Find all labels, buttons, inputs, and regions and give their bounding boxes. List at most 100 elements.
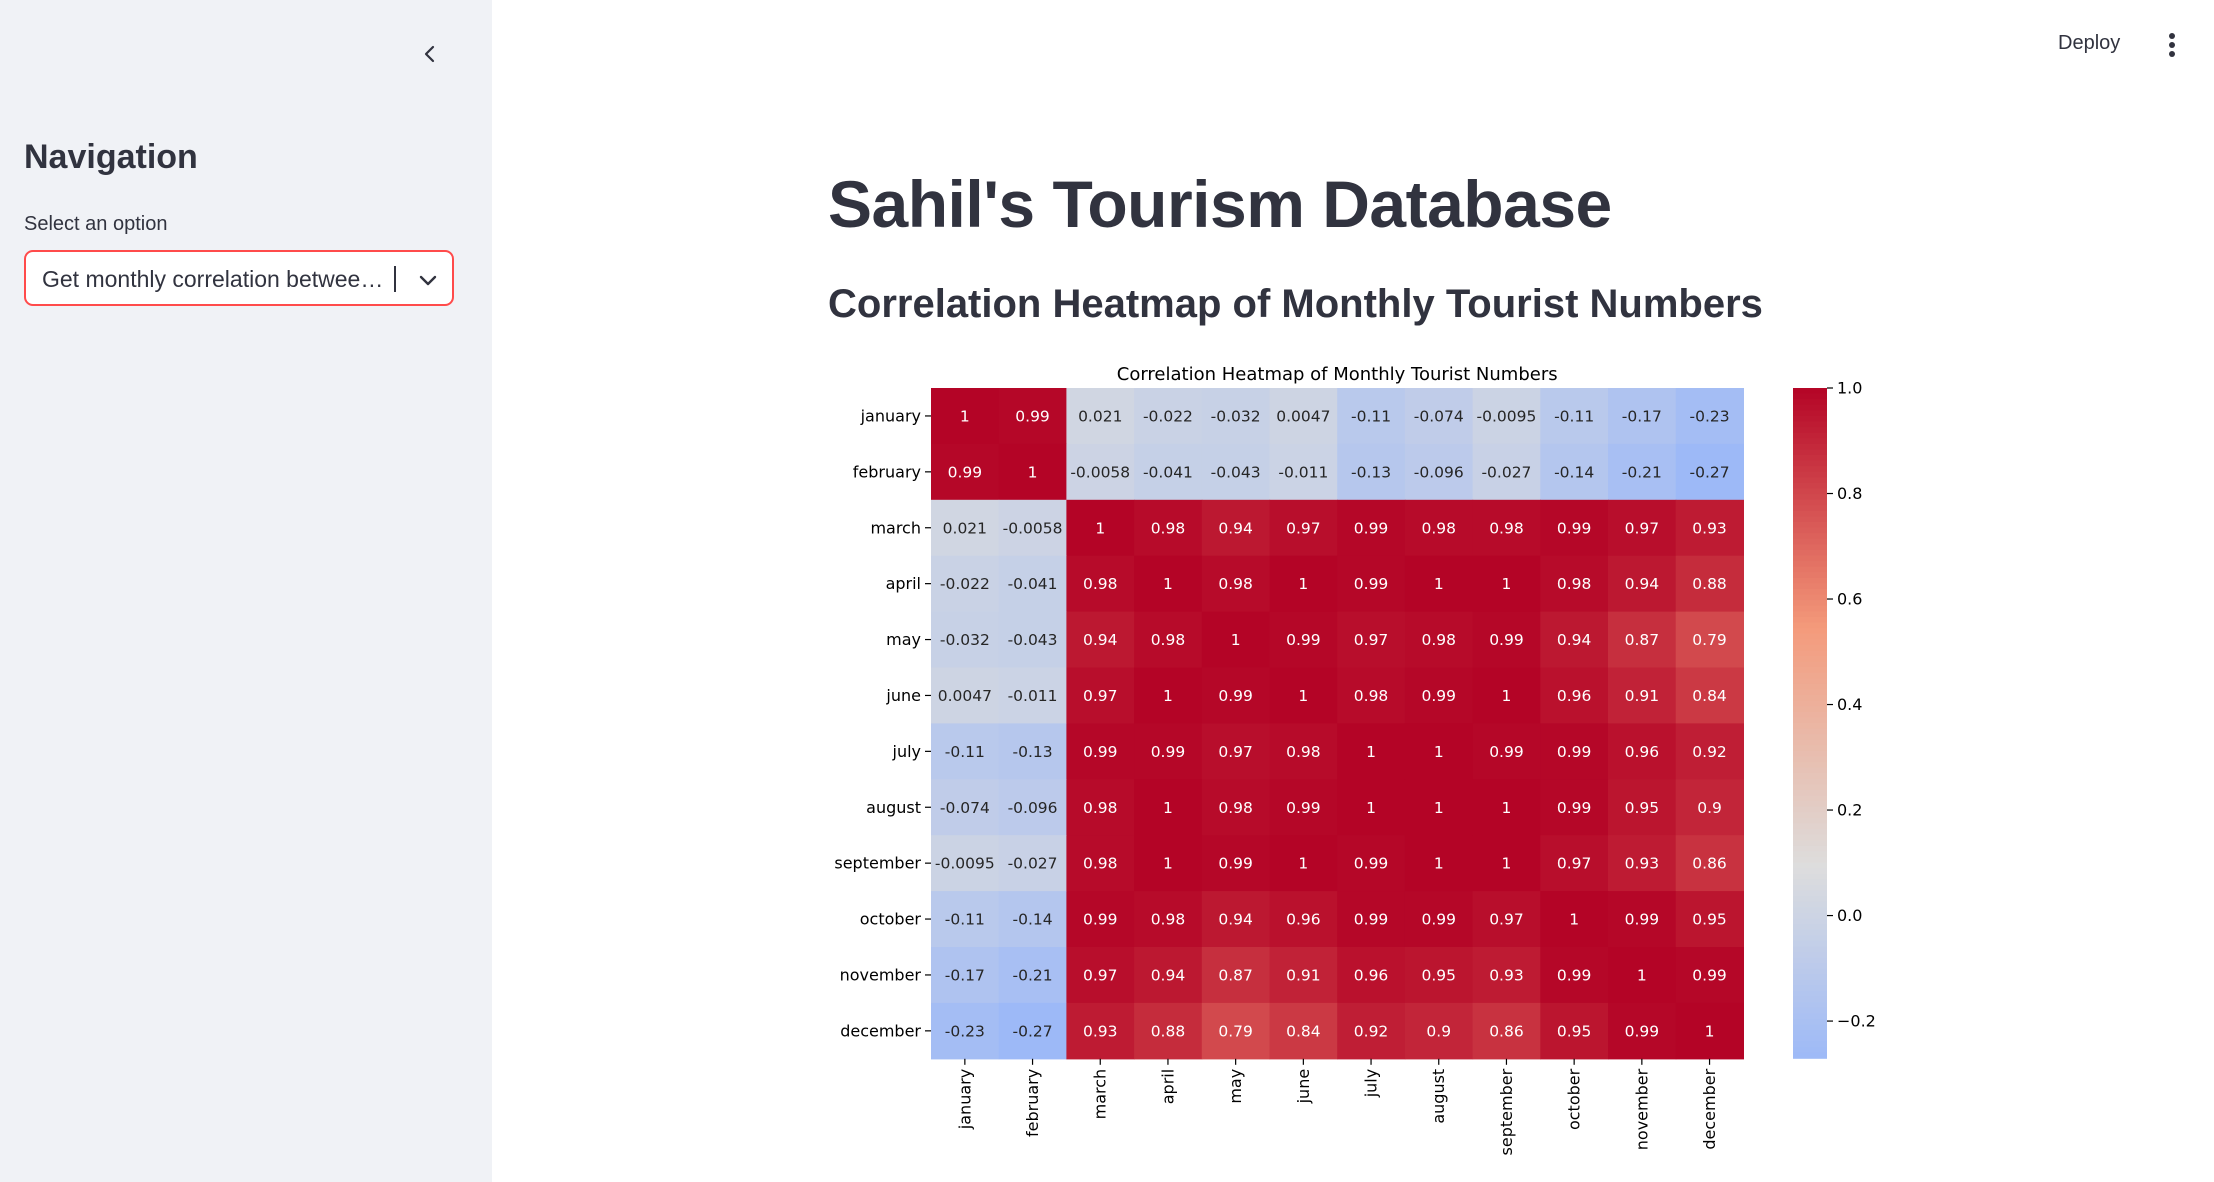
colorbar-segment — [1793, 628, 1827, 635]
heatmap-cell — [1608, 947, 1677, 1004]
heatmap-cell — [1066, 891, 1135, 948]
page-title: Sahil's Tourism Database — [828, 167, 1612, 241]
colorbar-segment — [1793, 829, 1827, 836]
heatmap-cell-label: -0.0095 — [935, 855, 995, 873]
heatmap-cell-label: 1 — [1298, 575, 1308, 593]
heatmap-cell — [1134, 947, 1203, 1004]
heatmap-cell — [1540, 835, 1609, 892]
heatmap-cell — [1066, 723, 1135, 780]
heatmap-cell-label: 0.94 — [1151, 966, 1186, 984]
colorbar-segment — [1793, 801, 1827, 808]
colorbar-segment — [1793, 896, 1827, 903]
heatmap-cell — [1404, 611, 1474, 669]
heatmap-cell-label: -0.011 — [1278, 463, 1328, 481]
heatmap-cell-label: -0.27 — [1012, 1022, 1052, 1040]
colorbar-segment — [1793, 388, 1827, 395]
heatmap-cell-label: 0.99 — [1218, 687, 1253, 705]
colorbar-segment — [1793, 806, 1827, 814]
heatmap-cell-label: 0.99 — [1151, 743, 1186, 761]
heatmap-cell-label: 0.97 — [1218, 743, 1253, 761]
heatmap-cell-label: 0.79 — [1692, 631, 1727, 649]
colorbar-segment — [1793, 918, 1827, 925]
heatmap-cell — [1201, 611, 1271, 669]
heatmap-cell-label: 1 — [1434, 743, 1444, 761]
heatmap-cell — [1675, 443, 1744, 501]
heatmap-cell — [1608, 1002, 1677, 1060]
colorbar-segment — [1793, 622, 1827, 629]
heatmap-cell-label: -0.096 — [1414, 463, 1464, 481]
heatmap-cell — [1134, 835, 1203, 892]
heatmap-cell — [1472, 723, 1541, 780]
colorbar-segment — [1793, 661, 1827, 668]
colorbar-segment — [1793, 538, 1827, 546]
heatmap-cell-label: 0.96 — [1557, 687, 1592, 705]
colorbar-segment — [1793, 555, 1827, 562]
colorbar-segment — [1793, 884, 1827, 892]
heatmap-cell — [998, 779, 1067, 836]
colorbar-segment — [1793, 1024, 1827, 1031]
option-select[interactable]: Get monthly correlation between tourist … — [24, 250, 454, 306]
heatmap-cell-label: 1 — [1434, 799, 1444, 817]
heatmap-cell — [1675, 388, 1744, 445]
deploy-button[interactable]: Deploy — [2058, 32, 2121, 54]
colorbar-segment — [1793, 879, 1827, 886]
heatmap-cell-label: 1 — [1705, 1022, 1715, 1040]
y-tick-label: january — [860, 406, 921, 425]
heatmap-cell — [1404, 388, 1474, 445]
heatmap-cell — [931, 388, 1000, 445]
heatmap-cell-label: 0.99 — [1015, 407, 1050, 425]
colorbar-segment — [1793, 912, 1827, 920]
heatmap-cell-label: 0.99 — [1354, 855, 1389, 873]
colorbar-segment — [1793, 739, 1827, 747]
heatmap-cell — [1675, 611, 1744, 669]
heatmap-cell-label: -0.14 — [1554, 463, 1594, 481]
colorbar-segment — [1793, 700, 1827, 708]
heatmap-cell — [1269, 555, 1338, 613]
heatmap-cell-label: -0.0095 — [1477, 407, 1537, 425]
colorbar-segment — [1793, 929, 1827, 936]
heatmap-cell — [1201, 835, 1271, 892]
y-tick-label: december — [840, 1021, 921, 1040]
heatmap-cell-label: 1 — [1502, 687, 1512, 705]
heatmap-cell-label: -0.0058 — [1003, 519, 1063, 537]
colorbar-segment — [1793, 778, 1827, 786]
heatmap-cell-label: -0.041 — [1143, 463, 1193, 481]
heatmap-cell-label: 0.99 — [1557, 743, 1592, 761]
heatmap-cell-label: 0.99 — [1354, 911, 1389, 929]
heatmap-cell — [998, 611, 1067, 669]
heatmap-cell — [1472, 611, 1541, 669]
heatmap-cell-label: 1 — [1434, 855, 1444, 873]
heatmap-cell — [1201, 443, 1271, 501]
colorbar-segment — [1793, 639, 1827, 646]
heatmap-cell-label: 0.91 — [1625, 687, 1660, 705]
heatmap-cell-label: -0.074 — [940, 799, 990, 817]
heatmap-cell — [1472, 891, 1541, 948]
heatmap-cell-label: -0.17 — [945, 966, 985, 984]
x-tick-label: august — [1429, 1069, 1448, 1124]
main-menu-button[interactable] — [2160, 28, 2184, 62]
chevron-down-icon[interactable] — [416, 268, 440, 292]
colorbar-segment — [1793, 795, 1827, 802]
colorbar-segment — [1793, 974, 1827, 981]
heatmap-cell — [1404, 723, 1474, 780]
heatmap-cell — [1269, 1002, 1338, 1060]
collapse-sidebar-button[interactable] — [410, 34, 450, 74]
heatmap-cell — [1066, 1002, 1135, 1060]
heatmap-cell-label: -0.032 — [940, 631, 990, 649]
heatmap-cell-label: -0.0058 — [1070, 463, 1130, 481]
heatmap-cell — [1269, 443, 1338, 501]
heatmap-cell — [998, 947, 1067, 1004]
colorbar-segment — [1793, 834, 1827, 842]
heatmap-cell-label: -0.17 — [1622, 407, 1662, 425]
heatmap-cell — [1337, 1002, 1406, 1060]
heatmap-cell — [1608, 388, 1677, 445]
heatmap-cell-label: 0.88 — [1692, 575, 1727, 593]
heatmap-cell — [1472, 667, 1541, 724]
colorbar-segment — [1793, 561, 1827, 568]
heatmap-cell-label: 0.95 — [1557, 1022, 1592, 1040]
colorbar-segment — [1793, 951, 1827, 959]
x-tick-label: february — [1023, 1069, 1042, 1137]
heatmap-cell-label: 0.98 — [1354, 687, 1389, 705]
colorbar-segment — [1793, 868, 1827, 875]
heatmap-cell — [931, 835, 1000, 892]
